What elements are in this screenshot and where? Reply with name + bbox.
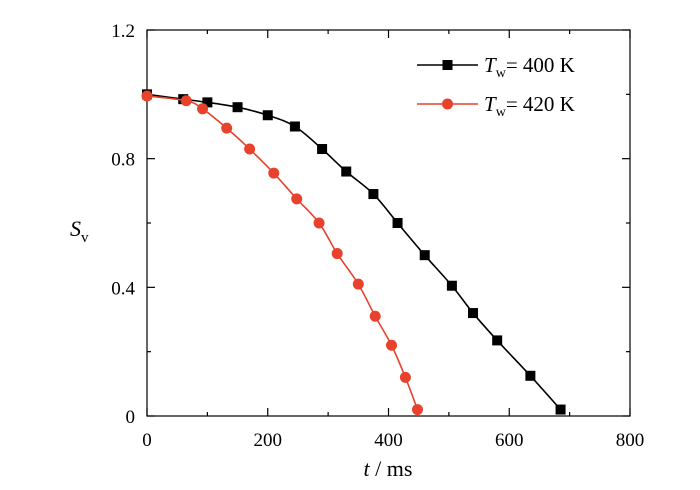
series-line bbox=[146, 95, 419, 410]
data-point bbox=[368, 189, 379, 200]
data-point bbox=[446, 280, 457, 291]
plot-frame bbox=[146, 29, 631, 417]
data-point bbox=[419, 250, 430, 261]
series-2 bbox=[141, 90, 423, 416]
data-point bbox=[399, 371, 411, 383]
y-axis-label: Sv bbox=[70, 216, 89, 246]
series-line bbox=[146, 93, 562, 411]
legend-label: Tw= 400 K bbox=[484, 53, 575, 81]
data-point bbox=[141, 90, 153, 102]
x-axis-label: t / ms bbox=[364, 456, 413, 481]
data-point bbox=[492, 335, 503, 346]
data-point bbox=[232, 102, 243, 113]
data-point bbox=[180, 95, 192, 107]
data-point bbox=[262, 110, 273, 121]
data-point bbox=[289, 121, 300, 132]
y-tick-label: 0.4 bbox=[111, 278, 135, 299]
data-point bbox=[525, 370, 536, 381]
y-tick-label: 1.2 bbox=[111, 21, 135, 42]
y-tick-label: 0.8 bbox=[111, 150, 135, 171]
data-point bbox=[411, 404, 423, 416]
data-point bbox=[221, 122, 233, 134]
x-tick-label: 0 bbox=[142, 430, 152, 451]
x-tick-label: 200 bbox=[254, 430, 283, 451]
data-point bbox=[268, 167, 280, 179]
x-tick-label: 400 bbox=[374, 430, 403, 451]
data-point bbox=[369, 310, 381, 322]
y-tick-label: 0 bbox=[126, 407, 136, 428]
x-tick-label: 600 bbox=[495, 430, 524, 451]
data-point bbox=[331, 248, 343, 260]
series-1 bbox=[142, 89, 566, 415]
data-point bbox=[291, 193, 303, 205]
data-point bbox=[244, 143, 256, 155]
data-point bbox=[341, 166, 352, 177]
data-point bbox=[313, 217, 325, 229]
legend-marker bbox=[442, 60, 453, 70]
data-point bbox=[555, 404, 566, 415]
legend-item: Tw= 400 K bbox=[417, 53, 575, 81]
data-point bbox=[468, 308, 479, 319]
data-point bbox=[386, 339, 398, 351]
x-tick-label: 800 bbox=[616, 430, 645, 451]
data-point bbox=[352, 278, 364, 290]
data-point bbox=[197, 103, 209, 115]
series-layer bbox=[141, 89, 566, 416]
legend-marker bbox=[442, 98, 453, 110]
tick-labels: 0 200 400 600 800 0 0.4 0.8 1.2 bbox=[111, 21, 644, 451]
legend-item: Tw= 420 K bbox=[417, 92, 575, 120]
data-point bbox=[317, 144, 328, 155]
axis-ticks bbox=[146, 29, 631, 417]
data-point bbox=[392, 218, 403, 228]
data-point bbox=[202, 97, 213, 108]
legend: Tw= 400 K Tw= 420 K bbox=[417, 53, 575, 120]
plot-border bbox=[146, 29, 631, 417]
legend-label: Tw= 420 K bbox=[484, 92, 575, 120]
